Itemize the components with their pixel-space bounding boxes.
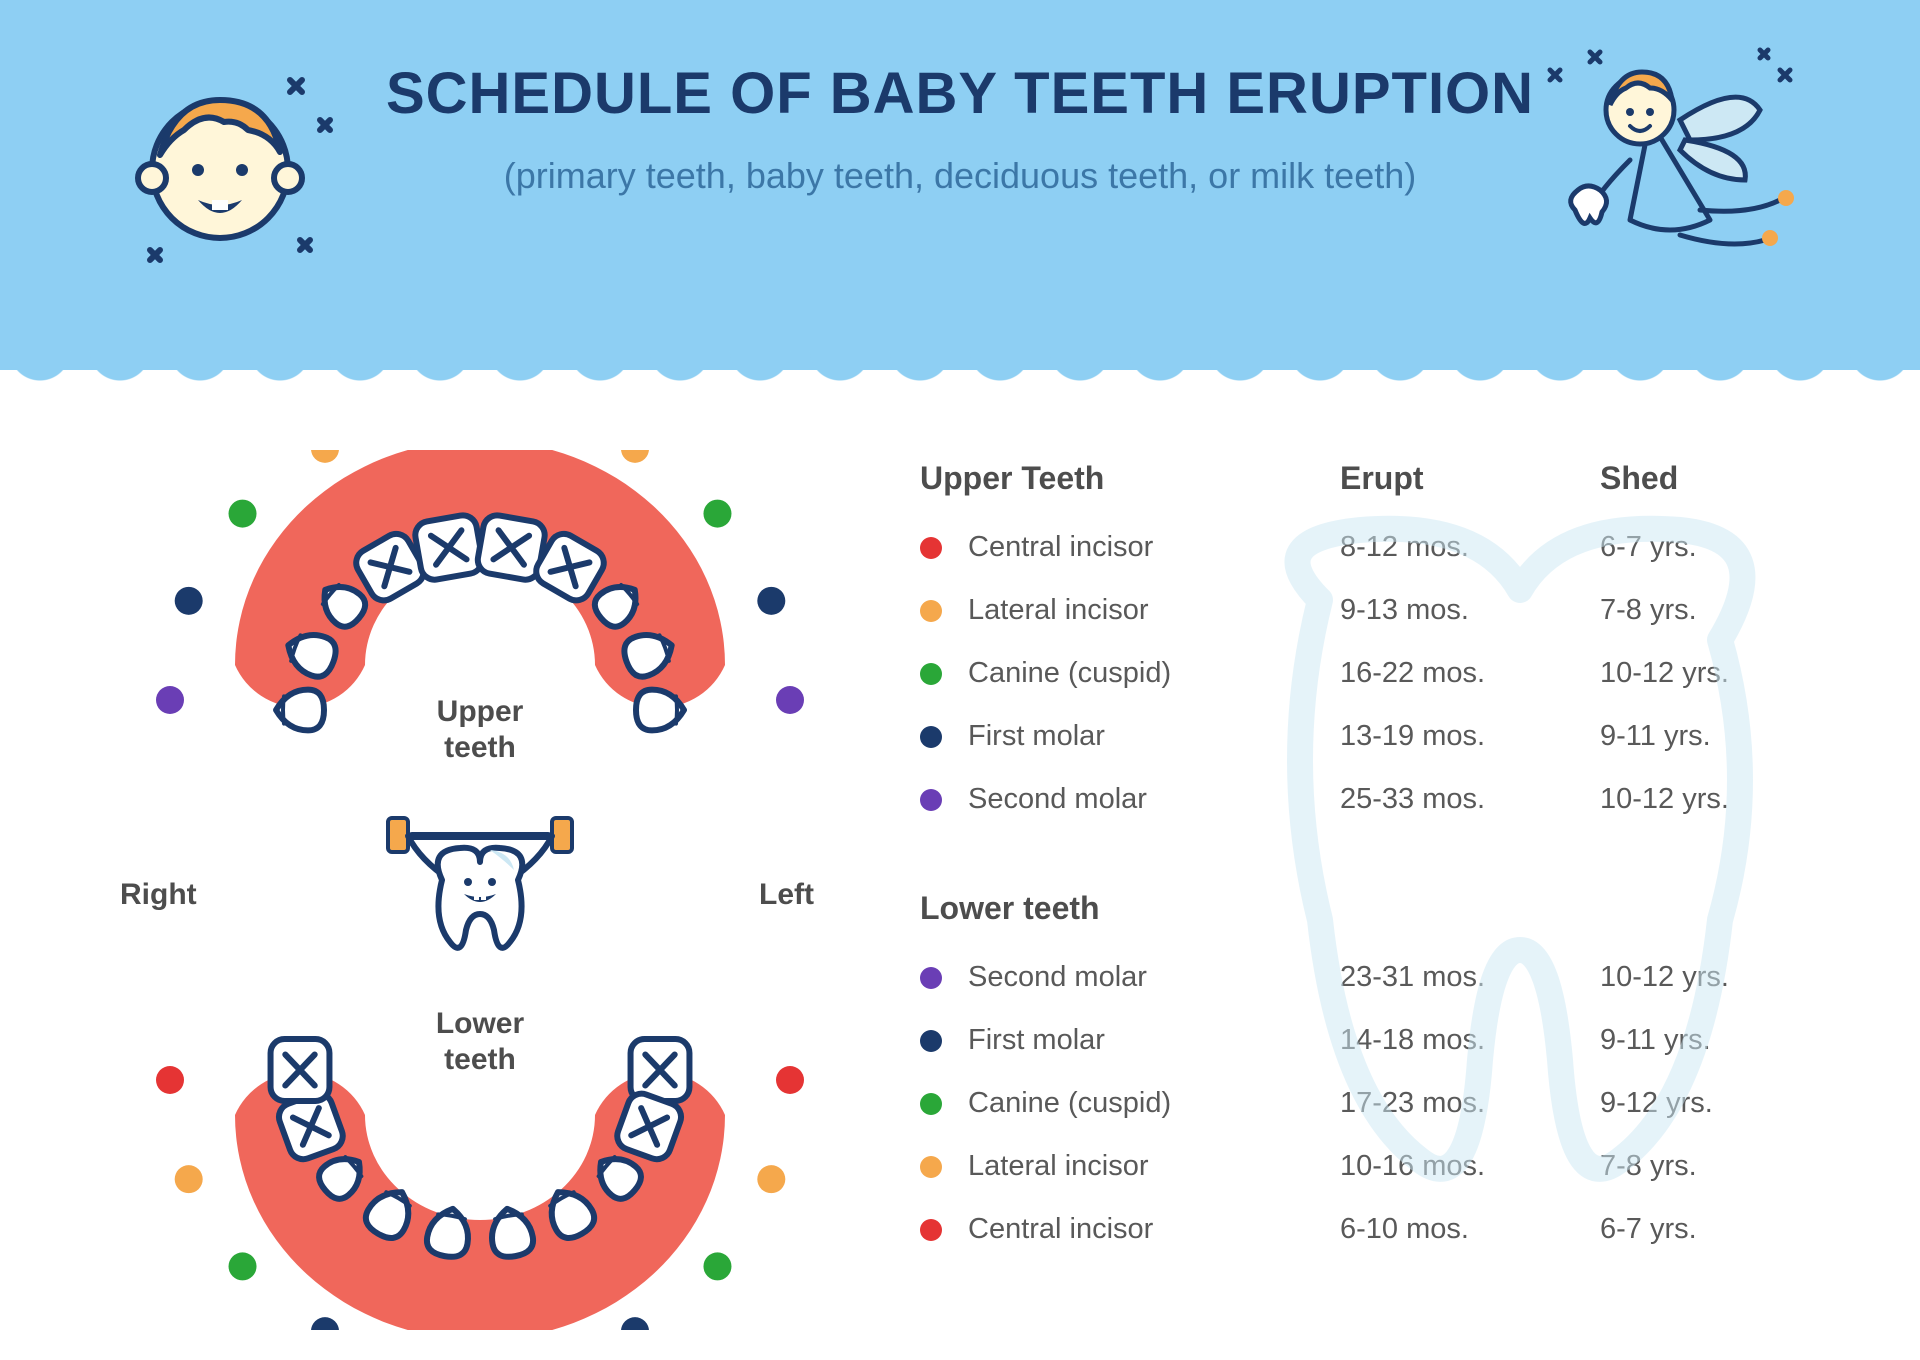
cell-shed: 10-12 yrs. — [1600, 657, 1729, 690]
cell-tooth-name: Lateral incisor — [968, 1150, 1340, 1183]
cell-tooth-name: First molar — [968, 1024, 1340, 1057]
label-right: Right — [120, 878, 197, 912]
cell-erupt: 9-13 mos. — [1340, 594, 1600, 627]
cell-shed: 9-12 yrs. — [1600, 1087, 1713, 1120]
schedule-table: Upper Teeth Erupt Shed Central incisor8-… — [920, 450, 1820, 1330]
teeth-arch-svg — [100, 450, 860, 1330]
cell-tooth-name: Second molar — [968, 961, 1340, 994]
lower-teeth-rows: Second molar23-31 mos.10-12 yrs. First mo… — [920, 961, 1820, 1246]
table-row: Central incisor8-12 mos.6-7 yrs. — [920, 531, 1820, 564]
cell-shed: 7-8 yrs. — [1600, 594, 1697, 627]
legend-dot — [920, 1156, 942, 1178]
table-row: Lateral incisor9-13 mos.7-8 yrs. — [920, 594, 1820, 627]
cell-erupt: 25-33 mos. — [1340, 783, 1600, 816]
header-lower-teeth: Lower teeth — [920, 890, 1820, 927]
legend-dot — [920, 1093, 942, 1115]
legend-dot — [920, 789, 942, 811]
cell-tooth-name: Canine (cuspid) — [968, 657, 1340, 690]
table-row: First molar13-19 mos.9-11 yrs. — [920, 720, 1820, 753]
header: SCHEDULE OF BABY TEETH ERUPTION (primary… — [0, 0, 1920, 370]
cell-tooth-name: Second molar — [968, 783, 1340, 816]
table-row: Central incisor6-10 mos.6-7 yrs. — [920, 1213, 1820, 1246]
upper-teeth-rows: Central incisor8-12 mos.6-7 yrs. Lateral … — [920, 531, 1820, 816]
cell-erupt: 8-12 mos. — [1340, 531, 1600, 564]
teeth-diagram: Right Left Upper teeth Lower teeth — [100, 450, 860, 1330]
cell-shed: 9-11 yrs. — [1600, 1024, 1711, 1057]
label-left: Left — [759, 878, 814, 912]
legend-dot — [920, 663, 942, 685]
header-shed: Shed — [1600, 460, 1678, 497]
table-row: First molar14-18 mos.9-11 yrs. — [920, 1024, 1820, 1057]
baby-face-icon — [120, 60, 340, 285]
legend-dot — [920, 537, 942, 559]
legend-dot — [920, 600, 942, 622]
legend-dot — [920, 726, 942, 748]
legend-dot — [920, 1219, 942, 1241]
content-area: Right Left Upper teeth Lower teeth Upper… — [0, 370, 1920, 1330]
cell-erupt: 13-19 mos. — [1340, 720, 1600, 753]
cell-tooth-name: Canine (cuspid) — [968, 1087, 1340, 1120]
table-row: Canine (cuspid)16-22 mos.10-12 yrs. — [920, 657, 1820, 690]
cell-shed: 6-7 yrs. — [1600, 531, 1697, 564]
cell-erupt: 17-23 mos. — [1340, 1087, 1600, 1120]
cell-shed: 9-11 yrs. — [1600, 720, 1711, 753]
cell-tooth-name: First molar — [968, 720, 1340, 753]
cell-erupt: 6-10 mos. — [1340, 1213, 1600, 1246]
table-row: Second molar23-31 mos.10-12 yrs. — [920, 961, 1820, 994]
header-upper-teeth: Upper Teeth — [920, 460, 1340, 497]
table-headers: Upper Teeth Erupt Shed — [920, 460, 1820, 497]
cell-shed: 10-12 yrs. — [1600, 783, 1729, 816]
cell-shed: 7-8 yrs. — [1600, 1150, 1697, 1183]
tooth-fairy-icon — [1530, 40, 1810, 275]
cell-tooth-name: Central incisor — [968, 531, 1340, 564]
table-row: Canine (cuspid)17-23 mos.9-12 yrs. — [920, 1087, 1820, 1120]
cell-erupt: 10-16 mos. — [1340, 1150, 1600, 1183]
table-row: Second molar25-33 mos.10-12 yrs. — [920, 783, 1820, 816]
cell-erupt: 16-22 mos. — [1340, 657, 1600, 690]
cell-tooth-name: Central incisor — [968, 1213, 1340, 1246]
label-upper: Upper teeth — [400, 694, 560, 766]
header-erupt: Erupt — [1340, 460, 1600, 497]
table-row: Lateral incisor10-16 mos.7-8 yrs. — [920, 1150, 1820, 1183]
legend-dot — [920, 967, 942, 989]
cell-tooth-name: Lateral incisor — [968, 594, 1340, 627]
cell-erupt: 14-18 mos. — [1340, 1024, 1600, 1057]
legend-dot — [920, 1030, 942, 1052]
cell-shed: 10-12 yrs. — [1600, 961, 1729, 994]
label-lower: Lower teeth — [400, 1006, 560, 1078]
cell-erupt: 23-31 mos. — [1340, 961, 1600, 994]
cell-shed: 6-7 yrs. — [1600, 1213, 1697, 1246]
